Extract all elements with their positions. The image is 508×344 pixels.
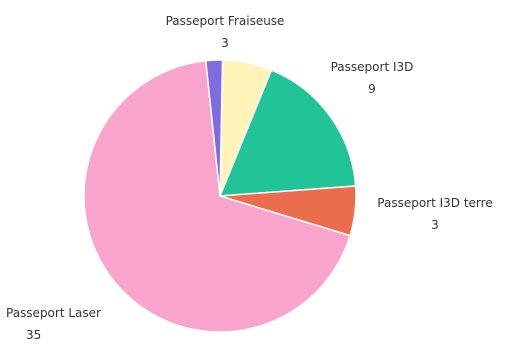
slice-label-name: Passeport I3D terre [377,196,493,210]
pie-slices [83,59,357,333]
slice-other [204,59,224,197]
slice-passeport-laser [83,59,352,333]
label-passeport-i3d-terre: Passeport I3D terre 3 [362,195,508,233]
slice-label-name: Passeport I3D [330,60,414,74]
label-passeport-laser: Passeport Laser 35 [6,305,101,343]
slice-label-value: 3 [221,36,229,50]
slice-label-name: Passeport Laser [6,306,101,320]
label-passeport-i3d: Passeport I3D 9 [312,59,432,97]
slice-label-value: 9 [368,82,376,96]
slice-label-value: 35 [26,328,42,342]
slice-label-value: 3 [431,218,439,232]
slice-label-name: Passeport Fraiseuse [165,14,285,28]
slice-passeport-i3d [218,69,357,197]
label-passeport-fraiseuse: Passeport Fraiseuse 3 [165,13,285,51]
